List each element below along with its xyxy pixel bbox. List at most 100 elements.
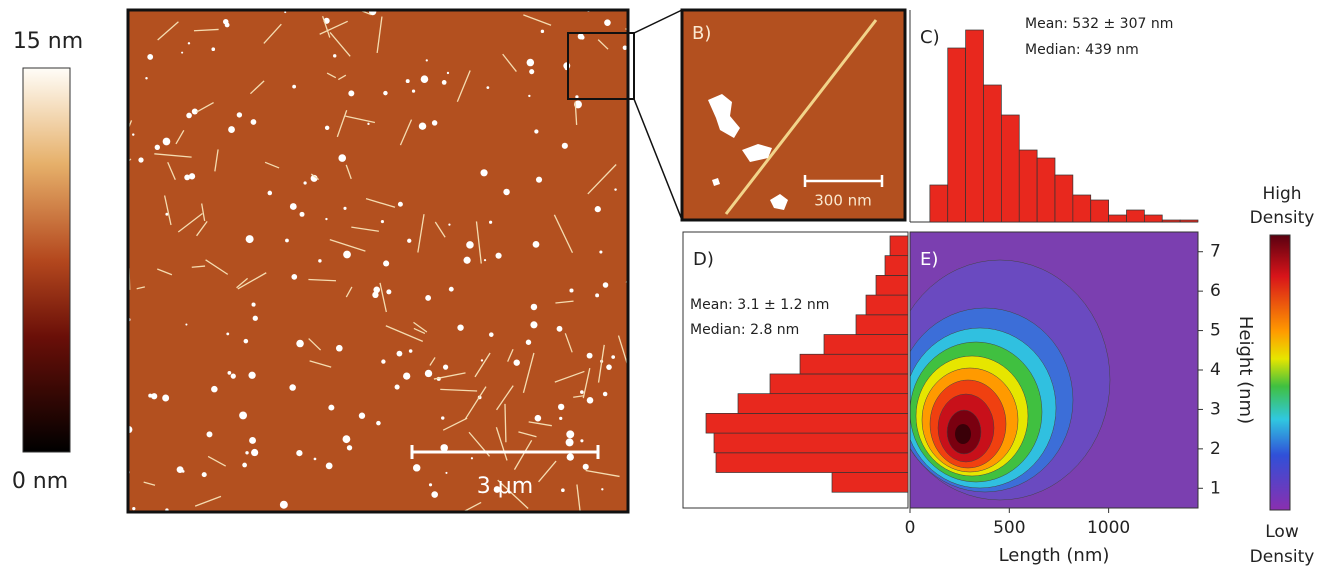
speck xyxy=(310,174,318,182)
speck xyxy=(367,122,370,125)
speck xyxy=(442,364,449,370)
fibril xyxy=(592,510,594,512)
speck xyxy=(242,462,247,468)
fibril xyxy=(196,101,214,113)
fibril xyxy=(502,53,517,72)
colorbar-low: Density xyxy=(1250,547,1315,567)
fibril xyxy=(399,119,413,146)
speck xyxy=(145,77,148,80)
speck xyxy=(602,391,608,397)
scale-label: 3 μm xyxy=(477,474,533,499)
afm-colorbar xyxy=(22,67,71,453)
fibril xyxy=(167,162,176,180)
fibril xyxy=(413,321,428,333)
zoom-line xyxy=(633,9,683,34)
bar xyxy=(715,452,909,473)
fibril xyxy=(433,372,466,380)
speck xyxy=(532,241,540,248)
speck xyxy=(565,438,574,447)
y-tick-label: 3 xyxy=(1210,399,1221,419)
speck xyxy=(251,448,259,457)
speck xyxy=(594,206,601,213)
fibril xyxy=(177,212,203,233)
speck xyxy=(582,463,589,470)
zoom-line xyxy=(633,98,683,221)
speck xyxy=(457,324,464,331)
speck xyxy=(557,403,565,411)
y-tick-label: 5 xyxy=(1210,321,1221,341)
fibril xyxy=(194,495,222,507)
fibril xyxy=(461,501,482,512)
speck xyxy=(380,219,384,224)
speck xyxy=(328,404,335,411)
speck xyxy=(325,217,328,221)
speck xyxy=(425,295,432,301)
speck xyxy=(325,462,333,470)
fibril xyxy=(329,32,351,57)
aggregate xyxy=(708,94,788,210)
speck xyxy=(333,54,337,58)
speck xyxy=(162,394,170,402)
bar xyxy=(1036,157,1056,223)
bar xyxy=(1018,149,1038,223)
speck xyxy=(575,95,579,99)
fibril xyxy=(574,101,578,125)
speck xyxy=(236,112,243,118)
fibril xyxy=(336,110,348,138)
speck xyxy=(529,69,535,75)
fibril xyxy=(522,352,535,394)
speck xyxy=(252,315,258,321)
x-tick-label: 1000 xyxy=(1087,518,1130,538)
speck xyxy=(386,289,392,295)
speck xyxy=(614,188,617,191)
fibril xyxy=(157,268,173,276)
speck xyxy=(408,349,413,353)
speck xyxy=(463,256,471,264)
speck xyxy=(289,384,296,391)
speck xyxy=(228,126,235,133)
speck xyxy=(251,302,256,307)
bar xyxy=(769,373,909,395)
speck xyxy=(147,54,154,60)
speck xyxy=(599,250,603,254)
fibril xyxy=(440,388,478,392)
speck xyxy=(383,90,388,96)
speck xyxy=(480,359,484,362)
panel-label: B) xyxy=(692,23,711,44)
fibril xyxy=(528,421,552,427)
speck xyxy=(530,321,538,329)
speck xyxy=(396,350,403,357)
speck xyxy=(206,431,213,438)
speck xyxy=(296,339,304,348)
speck xyxy=(424,369,433,378)
colorbar-high: High xyxy=(1262,184,1301,204)
speck xyxy=(383,260,390,267)
speck xyxy=(230,373,236,379)
speck xyxy=(346,445,353,451)
fibril xyxy=(553,214,574,254)
fibril xyxy=(504,403,507,443)
speck xyxy=(489,220,493,224)
speck xyxy=(602,282,609,288)
speck xyxy=(448,286,454,292)
x-tick-label: 500 xyxy=(993,518,1025,538)
y-tick-label: 1 xyxy=(1210,478,1221,498)
speck xyxy=(245,235,254,244)
speck xyxy=(561,488,565,493)
fibril xyxy=(417,214,425,253)
fibril xyxy=(237,272,267,290)
speck xyxy=(292,84,297,89)
y-tick-label: 4 xyxy=(1210,360,1221,380)
fibril xyxy=(587,164,617,195)
fibril xyxy=(538,460,557,483)
speck xyxy=(291,274,298,280)
speck xyxy=(431,491,438,498)
speck xyxy=(486,86,490,89)
speck xyxy=(606,364,612,370)
speck xyxy=(495,252,502,259)
colorbar-max: 15 nm xyxy=(13,29,83,54)
speck xyxy=(227,371,232,375)
speck xyxy=(358,412,366,419)
speck xyxy=(376,420,381,426)
